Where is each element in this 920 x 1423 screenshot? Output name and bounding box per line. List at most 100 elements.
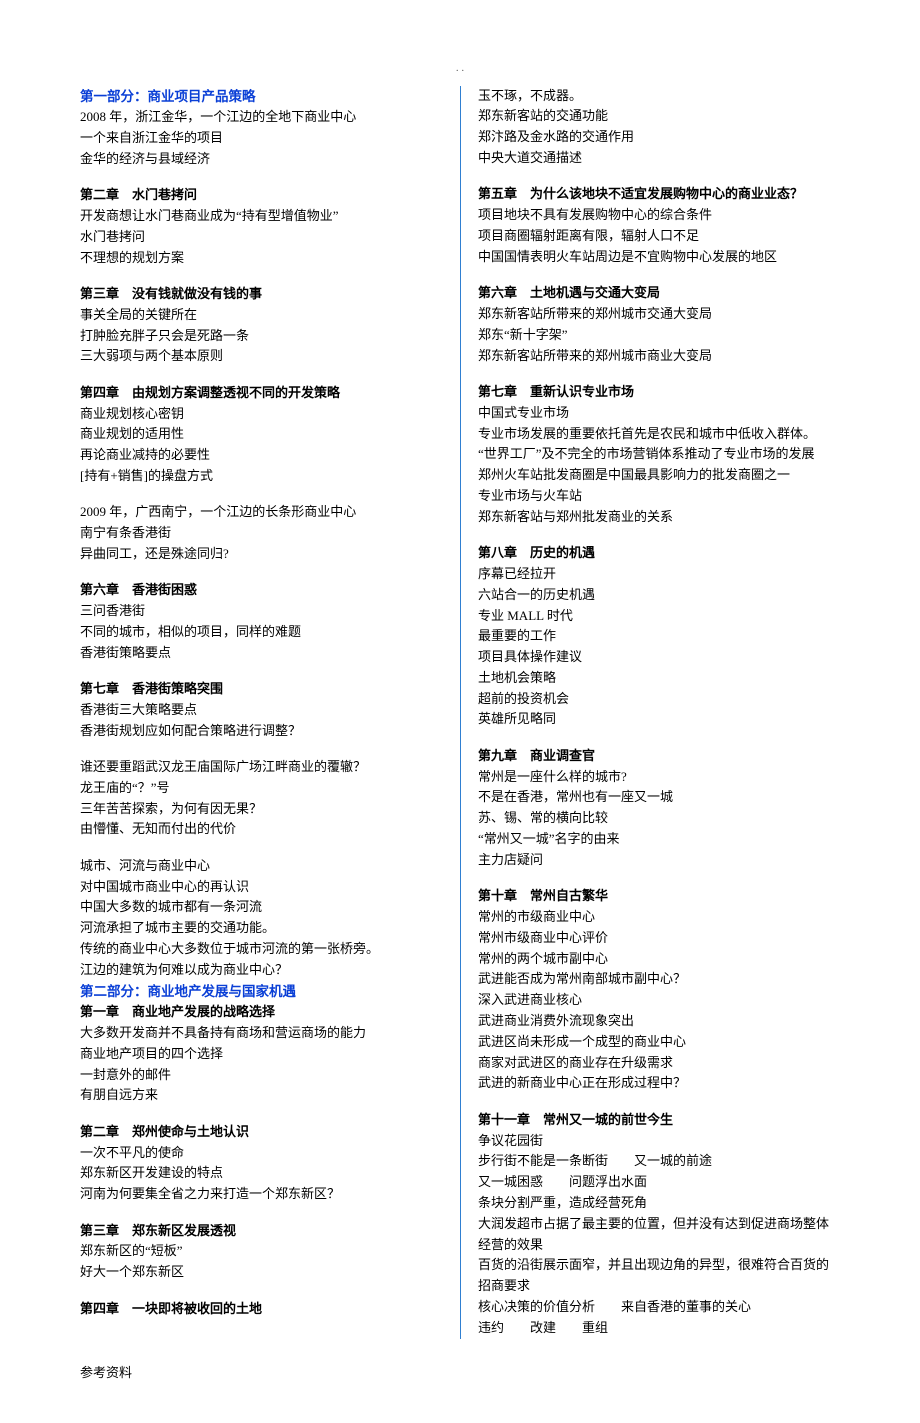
body-line: 六站合一的历史机遇 bbox=[478, 585, 840, 606]
blank-line bbox=[478, 871, 840, 887]
blank-line bbox=[80, 487, 442, 503]
body-line: 郑东新区开发建设的特点 bbox=[80, 1163, 442, 1184]
blank-line bbox=[80, 367, 442, 383]
body-line: 一次不平凡的使命 bbox=[80, 1143, 442, 1164]
chapter-heading: 第十章 常州自古繁华 bbox=[478, 886, 840, 907]
body-line: 武进能否成为常州南部城市副中心？ bbox=[478, 969, 840, 990]
body-line: 龙王庙的“？”号 bbox=[80, 778, 442, 799]
body-line: 郑东“新十字架” bbox=[478, 325, 840, 346]
body-line: 郑东新客站的交通功能 bbox=[478, 106, 840, 127]
body-line: 商业地产项目的四个选择 bbox=[80, 1044, 442, 1065]
body-line: 事关全局的关键所在 bbox=[80, 305, 442, 326]
blank-line bbox=[478, 528, 840, 544]
body-line: 江边的建筑为何难以成为商业中心？ bbox=[80, 960, 442, 981]
body-line: 水门巷拷问 bbox=[80, 227, 442, 248]
blank-line bbox=[80, 663, 442, 679]
blank-line bbox=[80, 1205, 442, 1221]
footer-text: 参考资料 bbox=[80, 1363, 840, 1384]
body-line: 不是在香港，常州也有一座又一城 bbox=[478, 787, 840, 808]
chapter-heading: 第七章 香港街策略突围 bbox=[80, 679, 442, 700]
body-line: 有朋自远方来 bbox=[80, 1085, 442, 1106]
body-line: 三问香港街 bbox=[80, 601, 442, 622]
body-line: 商业规划的适用性 bbox=[80, 424, 442, 445]
body-line: 又一城困惑 问题浮出水面 bbox=[478, 1172, 840, 1193]
body-line: 郑东新客站所带来的郑州城市交通大变局 bbox=[478, 304, 840, 325]
body-line: 项目商圈辐射距离有限，辐射人口不足 bbox=[478, 226, 840, 247]
body-line: 违约 改建 重组 bbox=[478, 1318, 840, 1339]
body-line: 三年苦苦探索，为何有因无果？ bbox=[80, 799, 442, 820]
body-line: 好大一个郑东新区 bbox=[80, 1262, 442, 1283]
body-line: 争议花园街 bbox=[478, 1131, 840, 1152]
body-line: 一个来自浙江金华的项目 bbox=[80, 128, 442, 149]
body-line: 河流承担了城市主要的交通功能。 bbox=[80, 918, 442, 939]
body-line: 中国式专业市场 bbox=[478, 403, 840, 424]
blank-line bbox=[80, 1283, 442, 1299]
body-line: 郑东新区的“短板” bbox=[80, 1241, 442, 1262]
blank-line bbox=[478, 366, 840, 382]
body-line: 玉不琢，不成器。 bbox=[478, 86, 840, 107]
body-line: 武进商业消费外流现象突出 bbox=[478, 1011, 840, 1032]
body-line: 中央大道交通描述 bbox=[478, 148, 840, 169]
body-line: 中国国情表明火车站周边是不宜购物中心发展的地区 bbox=[478, 247, 840, 268]
blank-line bbox=[478, 730, 840, 746]
body-line: 香港街三大策略要点 bbox=[80, 700, 442, 721]
body-line: 一封意外的邮件 bbox=[80, 1065, 442, 1086]
blank-line bbox=[478, 169, 840, 185]
blank-line bbox=[478, 1094, 840, 1110]
body-line: 再论商业减持的必要性 bbox=[80, 445, 442, 466]
body-line: 常州是一座什么样的城市? bbox=[478, 767, 840, 788]
chapter-heading: 第七章 重新认识专业市场 bbox=[478, 382, 840, 403]
body-line: 由懵懂、无知而付出的代价 bbox=[80, 819, 442, 840]
chapter-heading: 第十一章 常州又一城的前世今生 bbox=[478, 1110, 840, 1131]
body-line: 专业市场与火车站 bbox=[478, 486, 840, 507]
blank-line bbox=[80, 565, 442, 581]
body-line: 南宁有条香港街 bbox=[80, 523, 442, 544]
body-line: 商家对武进区的商业存在升级需求 bbox=[478, 1053, 840, 1074]
chapter-heading: 第六章 土地机遇与交通大变局 bbox=[478, 283, 840, 304]
body-line: 郑州火车站批发商圈是中国最具影响力的批发商圈之一 bbox=[478, 465, 840, 486]
body-line: [持有+销售]的操盘方式 bbox=[80, 466, 442, 487]
chapter-heading: 第五章 为什么该地块不适宜发展购物中心的商业业态？ bbox=[478, 184, 840, 205]
blank-line bbox=[80, 170, 442, 186]
body-line: 2008 年，浙江金华，一个江边的全地下商业中心 bbox=[80, 107, 442, 128]
blank-line bbox=[478, 268, 840, 284]
body-line: 2009 年，广西南宁，一个江边的长条形商业中心 bbox=[80, 502, 442, 523]
body-line: 香港街规划应如何配合策略进行调整？ bbox=[80, 721, 442, 742]
body-line: 常州的两个城市副中心 bbox=[478, 949, 840, 970]
body-line: 异曲同工，还是殊途同归? bbox=[80, 544, 442, 565]
body-line: 不理想的规划方案 bbox=[80, 248, 442, 269]
body-line: 超前的投资机会 bbox=[478, 689, 840, 710]
body-line: 传统的商业中心大多数位于城市河流的第一张桥旁。 bbox=[80, 939, 442, 960]
body-line: 郑东新客站所带来的郑州城市商业大变局 bbox=[478, 346, 840, 367]
chapter-heading: 第八章 历史的机遇 bbox=[478, 543, 840, 564]
chapter-heading: 第二章 水门巷拷问 bbox=[80, 185, 442, 206]
body-line: 开发商想让水门巷商业成为“持有型增值物业” bbox=[80, 206, 442, 227]
body-line: 郑东新客站与郑州批发商业的关系 bbox=[478, 507, 840, 528]
body-line: 常州的市级商业中心 bbox=[478, 907, 840, 928]
two-column-content: 第一部分：商业项目产品策略 2008 年，浙江金华，一个江边的全地下商业中心一个… bbox=[80, 86, 840, 1339]
body-line: 河南为何要集全省之力来打造一个郑东新区？ bbox=[80, 1184, 442, 1205]
chapter-heading: 第一章 商业地产发展的战略选择 bbox=[80, 1002, 442, 1023]
page-header-dots: . . bbox=[80, 60, 840, 78]
body-line: 金华的经济与县域经济 bbox=[80, 149, 442, 170]
body-line: 城市、河流与商业中心 bbox=[80, 856, 442, 877]
chapter-heading: 第九章 商业调查官 bbox=[478, 746, 840, 767]
body-line: 项目地块不具有发展购物中心的综合条件 bbox=[478, 205, 840, 226]
body-line: 最重要的工作 bbox=[478, 626, 840, 647]
body-line: 大多数开发商并不具备持有商场和营运商场的能力 bbox=[80, 1023, 442, 1044]
body-line: 打肿脸充胖子只会是死路一条 bbox=[80, 326, 442, 347]
body-line: 步行街不能是一条断街 又一城的前途 bbox=[478, 1151, 840, 1172]
body-line: 土地机会策略 bbox=[478, 668, 840, 689]
chapter-heading: 第三章 没有钱就做没有钱的事 bbox=[80, 284, 442, 305]
body-line: 苏、锡、常的横向比较 bbox=[478, 808, 840, 829]
body-line: 主力店疑问 bbox=[478, 850, 840, 871]
body-line: 常州市级商业中心评价 bbox=[478, 928, 840, 949]
body-line: 专业市场发展的重要依托首先是农民和城市中低收入群体。 bbox=[478, 424, 840, 445]
body-line: 不同的城市，相似的项目，同样的难题 bbox=[80, 622, 442, 643]
body-line: 武进区尚未形成一个成型的商业中心 bbox=[478, 1032, 840, 1053]
body-line: 商业规划核心密钥 bbox=[80, 404, 442, 425]
body-line: 序幕已经拉开 bbox=[478, 564, 840, 585]
body-line: “世界工厂”及不完全的市场营销体系推动了专业市场的发展 bbox=[478, 444, 840, 465]
body-line: 项目具体操作建议 bbox=[478, 647, 840, 668]
blank-line bbox=[80, 741, 442, 757]
